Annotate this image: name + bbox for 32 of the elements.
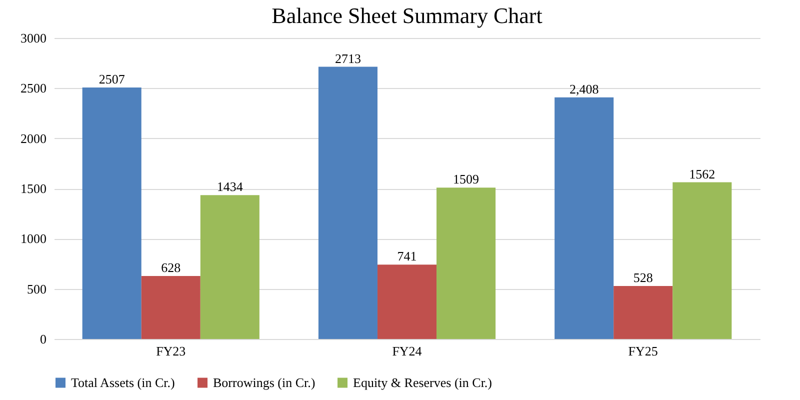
- x-tick-label: FY23: [156, 344, 186, 358]
- bar: [672, 182, 732, 339]
- bar: [436, 188, 496, 339]
- y-tick-label: 1500: [20, 181, 46, 196]
- data-label: 741: [397, 248, 417, 264]
- data-label: 1509: [453, 172, 480, 187]
- chart-title: Balance Sheet Summary Chart: [272, 3, 542, 28]
- bar: [614, 286, 673, 339]
- legend-label: Equity & Reserves (in Cr.): [353, 374, 492, 390]
- data-label: 1434: [216, 179, 244, 194]
- data-label: 628: [161, 260, 181, 275]
- data-label: 528: [633, 270, 653, 286]
- y-tick-label: 500: [27, 281, 46, 296]
- y-tick-label: 1000: [20, 231, 46, 246]
- x-tick-label: FY24: [392, 344, 422, 358]
- bar: [377, 264, 437, 339]
- bar: [554, 97, 614, 339]
- x-tick-label: FY25: [628, 344, 658, 358]
- bar: [82, 87, 142, 339]
- bar: [318, 66, 378, 339]
- y-tick-label: 0: [40, 332, 46, 346]
- bar: [200, 195, 260, 339]
- legend-label: Borrowings (in Cr.): [213, 374, 316, 390]
- data-label: 1562: [689, 166, 716, 182]
- y-tick-label: 2000: [20, 130, 46, 146]
- y-tick-label: 2500: [20, 80, 46, 96]
- y-tick-label: 3000: [20, 30, 46, 46]
- data-label: 2713: [334, 50, 361, 66]
- data-label: 2507: [98, 71, 126, 86]
- legend-label: Total Assets (in Cr.): [71, 374, 175, 390]
- data-label: 2,408: [569, 81, 599, 96]
- bar: [141, 276, 200, 339]
